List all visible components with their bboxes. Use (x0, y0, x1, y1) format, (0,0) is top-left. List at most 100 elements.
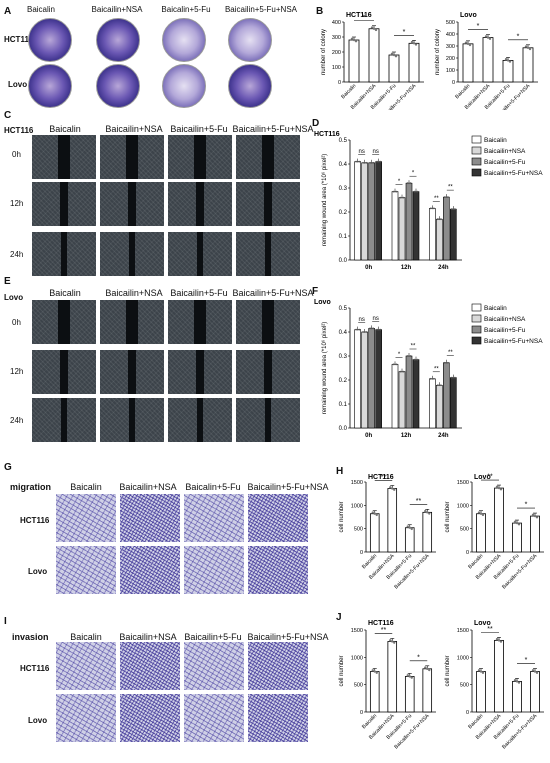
y-tick-label: 1500 (351, 628, 363, 634)
bar (450, 208, 457, 261)
bar (361, 162, 368, 261)
wound-image (100, 300, 164, 344)
y-tick-label: 0 (338, 80, 341, 86)
bar (391, 364, 399, 429)
data-point (481, 513, 485, 517)
significance-marker: ** (487, 626, 493, 633)
data-point (477, 511, 481, 514)
data-point (535, 671, 539, 674)
wound-image (168, 398, 232, 442)
bar (530, 671, 540, 713)
significance-marker: ns (358, 149, 364, 155)
data-point (447, 196, 449, 199)
bar (368, 162, 375, 261)
bar (512, 522, 522, 553)
wound-image (32, 350, 96, 394)
row-label-lovo: Lovo (28, 716, 48, 725)
col-header: Baicailin+NSA (119, 482, 177, 492)
panel-label-g: G (4, 462, 12, 473)
data-point (515, 521, 519, 525)
y-axis-label: cell number (339, 501, 345, 532)
bar (387, 641, 398, 713)
time-label: 0h (12, 318, 21, 327)
legend-label: Baicailin+5-Fu+NSA (484, 170, 543, 177)
y-axis-label: number of colony (321, 29, 327, 75)
legend-swatch (471, 336, 482, 345)
wound-image (168, 135, 232, 179)
wound-image (236, 350, 300, 394)
data-point (375, 671, 378, 674)
x-tick-label: 24h (438, 433, 449, 439)
x-tick-label: 24h (438, 265, 449, 271)
bar (354, 329, 361, 429)
data-point (406, 674, 409, 677)
data-point (416, 190, 419, 193)
significance-marker: ns (372, 316, 378, 322)
legend-label: Baicailin+5-Fu+NSA (484, 338, 543, 345)
y-tick-label: 0 (466, 550, 469, 556)
data-point (377, 160, 380, 163)
data-point (370, 26, 374, 29)
y-tick-label: 300 (332, 35, 341, 41)
data-point (431, 377, 434, 380)
transwell-image (56, 642, 116, 690)
chart-j-lovo: Lovo 0 500 1000 1500 cell number Baicalin Baica… (445, 620, 544, 750)
data-point (390, 52, 394, 55)
data-point (452, 208, 455, 211)
wound-image (32, 300, 96, 344)
row-title-invasion: invasion (12, 632, 49, 642)
col-header: Baicailin+5-Fu (184, 632, 242, 642)
col-header: Baicalin (26, 5, 55, 14)
significance-marker: ** (411, 344, 416, 350)
y-tick-label: 0.0 (339, 258, 348, 264)
y-tick-label: 0 (360, 550, 363, 556)
wound-image (168, 350, 232, 394)
data-point (426, 511, 429, 514)
bar (443, 196, 450, 261)
y-tick-label: 1000 (457, 503, 469, 509)
y-tick-label: 0.4 (339, 330, 348, 336)
bar (404, 527, 415, 553)
y-tick-label: 500 (354, 527, 363, 533)
bar (388, 54, 400, 83)
transwell-image (56, 546, 116, 594)
time-label: 12h (10, 367, 24, 376)
bar (450, 377, 457, 429)
data-point (499, 488, 503, 491)
y-tick-label: 300 (446, 44, 455, 50)
significance-marker: ** (448, 350, 453, 356)
wound-image (32, 398, 96, 442)
data-point (479, 512, 483, 515)
y-axis-label: remaining wound area (*10⁶ pixel²) (321, 322, 328, 415)
wound-image (236, 135, 300, 179)
wound-image (168, 182, 232, 226)
data-point (447, 361, 449, 364)
data-point (392, 190, 395, 193)
data-point (526, 46, 530, 49)
data-point (354, 40, 358, 43)
y-tick-label: 100 (446, 68, 455, 74)
data-point (508, 60, 512, 63)
bar (502, 60, 514, 83)
y-tick-label: 500 (460, 683, 469, 689)
chart-title: Lovo (474, 474, 491, 481)
data-point (389, 639, 392, 642)
y-tick-label: 0.1 (339, 234, 348, 240)
data-point (372, 327, 375, 330)
legend-swatch (471, 135, 482, 144)
data-point (369, 327, 371, 330)
col-header: Baicailin+NSA (91, 5, 143, 14)
data-point (356, 160, 359, 163)
significance-marker: * (363, 14, 366, 21)
transwell-image (120, 642, 180, 690)
data-point (450, 208, 453, 211)
wound-image (32, 135, 96, 179)
panel-label-h: H (336, 466, 344, 477)
data-point (440, 384, 442, 387)
panel-label-a: A (4, 6, 12, 17)
legend-label: Baicailin+NSA (484, 148, 526, 155)
bar (398, 197, 406, 261)
chart-b-hct116: HCT116 0 100 200 300 400 number of colony Baica… (321, 12, 424, 110)
